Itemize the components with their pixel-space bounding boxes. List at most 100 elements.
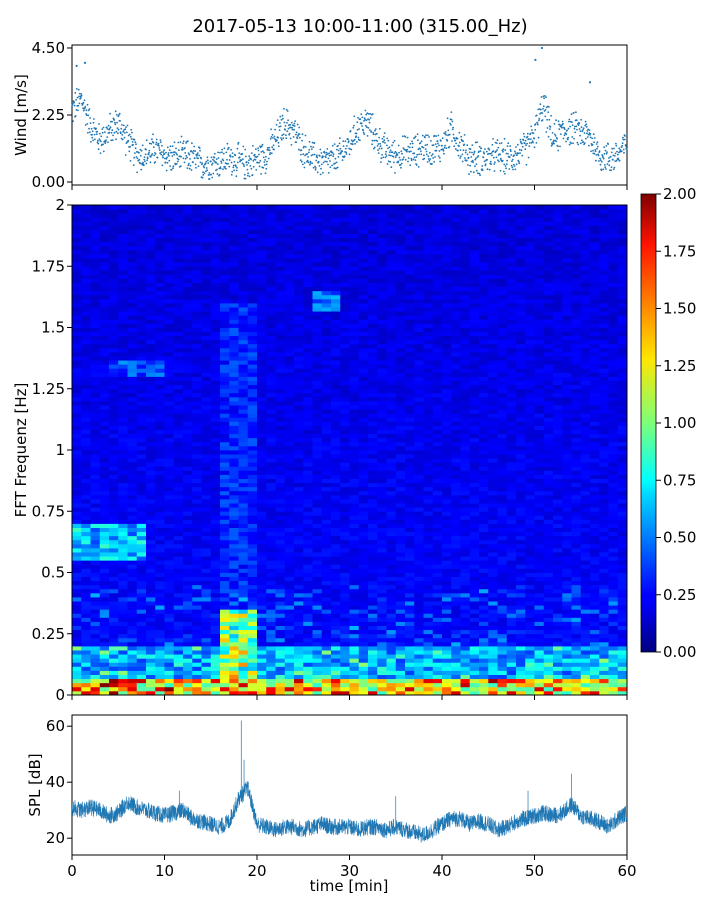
spectrogram-cell (210, 270, 221, 275)
spectrogram-cell (247, 646, 258, 651)
spectrogram-cell (210, 274, 221, 279)
spectrogram-cell (294, 650, 304, 655)
spectrogram-cell (118, 303, 128, 308)
spectrogram-cell (303, 548, 313, 553)
wind-point (265, 167, 268, 170)
spectrogram-cell (81, 621, 91, 626)
spectrogram-cell (183, 527, 193, 533)
spectrogram-cell (210, 282, 221, 288)
wind-point (476, 141, 478, 144)
spectrogram-cell (136, 396, 147, 402)
spectrogram-cell (155, 474, 165, 479)
spectrogram-cell (136, 535, 147, 541)
spectrogram-cell (238, 278, 249, 283)
spectrogram-cell (118, 580, 128, 586)
spectrogram-cell (118, 609, 128, 614)
wind-point (121, 134, 124, 136)
spectrogram-cell (275, 666, 286, 671)
spectrogram-cell (312, 633, 323, 639)
spectrogram-cell (164, 503, 175, 508)
spectrogram-cell (183, 629, 193, 635)
wind-point (534, 129, 537, 131)
spectrogram-cell (127, 650, 138, 655)
spectrogram-cell (331, 531, 341, 537)
spectrogram-cell (136, 592, 147, 598)
spectrogram-cell (303, 290, 313, 296)
spectrogram-cell (99, 531, 110, 537)
wind-point (565, 133, 568, 136)
spectrogram-cell (321, 564, 332, 569)
spectrogram-cell (99, 429, 110, 435)
spectrogram-cell (331, 405, 341, 410)
spectrogram-cell (257, 319, 267, 324)
spectrogram-cell (201, 372, 212, 377)
wind-point (280, 138, 283, 141)
spectrogram-cell (257, 266, 267, 271)
spectrogram-cell (331, 670, 341, 675)
spectrogram-cell (247, 396, 258, 402)
spectrogram-cell (127, 527, 138, 533)
spectrogram-cell (192, 254, 202, 259)
spectrogram-cell (266, 409, 276, 414)
spectrogram-cell (247, 364, 258, 369)
spectrogram-cell (127, 433, 138, 439)
wind-point (411, 146, 414, 149)
wind-point (348, 153, 351, 156)
spectrogram-cell (109, 666, 119, 671)
wind-point (464, 157, 466, 159)
wind-point (287, 119, 289, 122)
wind-point (139, 162, 142, 165)
spectrogram-cell (90, 535, 101, 541)
spectrogram-cell (294, 376, 304, 381)
wind-point (230, 148, 233, 151)
wind-point (423, 154, 425, 157)
spectrogram-cell (201, 213, 212, 218)
spectrogram-cell (303, 543, 313, 549)
spectrogram-cell (136, 646, 147, 651)
spectrogram-cell (238, 654, 249, 659)
spectrogram-cell (257, 331, 267, 337)
spectrogram-cell (173, 654, 184, 659)
spectrogram-cell (173, 658, 184, 663)
spectrogram-cell (109, 450, 119, 455)
spectrogram-cell (275, 315, 286, 320)
spectrogram-cell (90, 678, 101, 684)
spectrogram-cell (81, 654, 91, 659)
spectrogram-cell (183, 413, 193, 418)
wind-point (166, 146, 169, 149)
spectrogram-cell (72, 560, 82, 565)
spectrogram-cell (201, 597, 212, 602)
spectrogram-cell (81, 662, 91, 667)
wind-point (232, 155, 234, 158)
wind-point (614, 160, 617, 163)
spectrogram-cell (136, 347, 147, 353)
spectrogram-cell (321, 486, 332, 492)
wind-point (312, 166, 315, 169)
spectrogram-cell (155, 568, 165, 573)
wind-point (284, 128, 286, 131)
spectrogram-cell (146, 221, 156, 226)
spectrogram-cell (118, 327, 128, 332)
spectrogram-cell (99, 266, 110, 271)
spectrogram-cell (118, 662, 128, 667)
spectrogram-cell (257, 376, 267, 381)
spectrogram-cell (99, 323, 110, 328)
spectrogram-cell (72, 527, 82, 533)
wind-point (95, 133, 98, 136)
spectrogram-cell (294, 556, 304, 561)
spectrogram-cell (146, 392, 156, 398)
spectrogram-cell (136, 290, 147, 296)
spectrogram-cell (72, 274, 82, 279)
wind-point (326, 153, 329, 156)
spectrogram-cell (201, 245, 212, 251)
spectrogram-cell (81, 670, 91, 675)
spectrogram-cell (127, 494, 138, 500)
spectrogram-cell (220, 266, 230, 271)
wind-point (536, 123, 539, 126)
spectrogram-cell (284, 633, 295, 639)
spectrogram-cell (210, 519, 221, 524)
spectrogram-cell (127, 409, 138, 414)
wind-point (594, 150, 597, 153)
wind-point (385, 155, 388, 157)
spectrogram-cell (81, 450, 91, 455)
